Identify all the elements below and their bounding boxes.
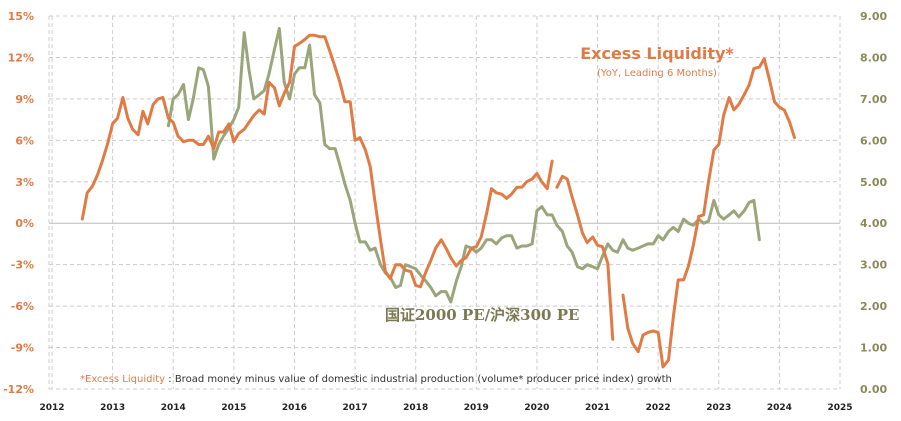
x-tick-label: 2016 — [282, 403, 307, 413]
x-tick-label: 2014 — [161, 403, 186, 413]
y-right-tick-label: 4.00 — [860, 217, 887, 230]
x-tick-label: 2018 — [403, 403, 428, 413]
y-left-tick-label: -6% — [11, 300, 34, 313]
y-left-tick-label: -3% — [11, 259, 34, 272]
y-right-tick-label: 2.00 — [860, 300, 887, 313]
footnote-text: : Broad money minus value of domestic in… — [165, 374, 672, 385]
x-tick-label: 2023 — [706, 403, 731, 413]
chart-subtitle: (YoY, Leading 6 Months) — [597, 68, 717, 79]
y-right-tick-label: 6.00 — [860, 134, 887, 147]
y-axis-left: 15% 12% 9% 6% 3% 0% -3% -6% -9% -12% — [3, 10, 34, 396]
x-tick-label: 2022 — [646, 403, 671, 413]
x-tick-label: 2021 — [585, 403, 610, 413]
y-right-tick-label: 1.00 — [860, 342, 887, 355]
excess-liquidity-line — [621, 57, 796, 369]
x-tick-label: 2013 — [100, 403, 125, 413]
x-tick-label: 2020 — [524, 403, 549, 413]
y-right-tick-label: 0.00 — [860, 383, 887, 396]
y-left-tick-label: -12% — [3, 383, 34, 396]
pe-ratio-line — [166, 26, 761, 304]
y-axis-right: 9.00 8.00 7.00 6.00 5.00 4.00 3.00 2.00 1.00 0.00 — [860, 10, 887, 396]
x-tick-label: 2017 — [343, 403, 368, 413]
excess-liquidity-line — [555, 174, 615, 341]
y-left-tick-label: -9% — [11, 342, 34, 355]
footnote: *Excess Liquidity : Broad money minus va… — [80, 374, 672, 385]
y-right-tick-label: 8.00 — [860, 51, 887, 64]
footnote-key: *Excess Liquidity — [80, 374, 165, 385]
y-left-tick-label: 9% — [15, 93, 34, 106]
y-left-tick-label: 12% — [8, 51, 34, 64]
y-right-tick-label: 3.00 — [860, 259, 887, 272]
x-tick-label: 2025 — [827, 403, 852, 413]
pe-series-label: 国证2000 PE/沪深300 PE — [385, 306, 579, 324]
x-axis: 2012 2013 2014 2015 2016 2017 2018 2019 2020 2021… — [39, 403, 852, 413]
y-left-tick-label: 3% — [15, 176, 34, 189]
y-right-tick-label: 9.00 — [860, 10, 887, 23]
x-tick-label: 2024 — [767, 403, 792, 413]
excess-liquidity-line — [80, 33, 554, 289]
grid — [48, 15, 841, 390]
y-right-tick-label: 7.00 — [860, 93, 887, 106]
y-left-tick-label: 15% — [8, 10, 34, 23]
x-tick-label: 2012 — [39, 403, 64, 413]
series-lines — [80, 26, 796, 369]
y-left-tick-label: 0% — [15, 217, 34, 230]
y-right-tick-label: 5.00 — [860, 176, 887, 189]
chart-title: Excess Liquidity* — [580, 44, 734, 63]
y-left-tick-label: 6% — [15, 134, 34, 147]
x-tick-label: 2019 — [464, 403, 489, 413]
x-tick-label: 2015 — [221, 403, 246, 413]
